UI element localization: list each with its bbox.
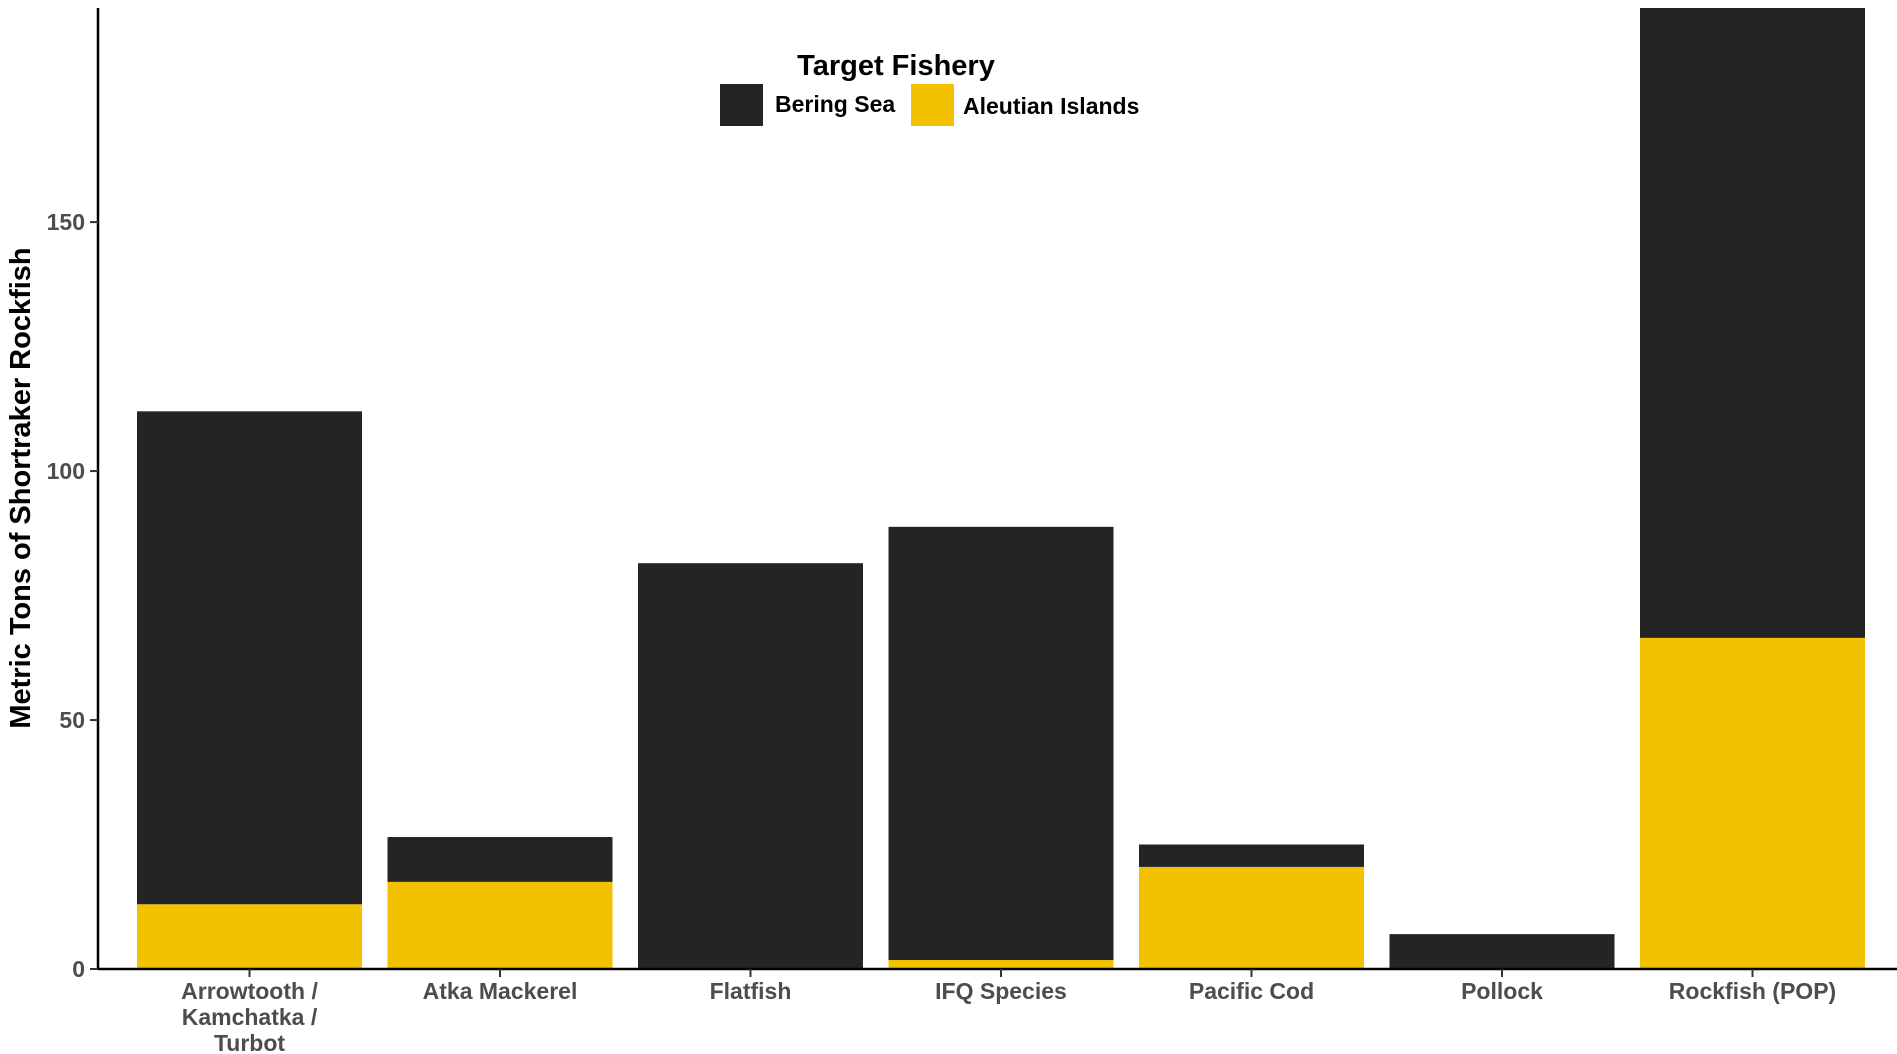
bars-layer bbox=[137, 8, 1865, 969]
bar-rockfish-pop-aleutian-islands bbox=[1640, 637, 1865, 969]
bar-pacific-cod-bering-sea bbox=[1139, 844, 1364, 867]
y-tick-label-50: 50 bbox=[59, 707, 85, 733]
bar-ifq-species-aleutian-islands bbox=[888, 960, 1114, 969]
x-tick-label-ifq-species: IFQ Species bbox=[935, 978, 1067, 1004]
x-tick-label-pacific-cod: Pacific Cod bbox=[1189, 978, 1314, 1004]
legend-key-bering-sea bbox=[720, 84, 763, 126]
legend-key-aleutian-islands bbox=[911, 84, 954, 126]
bar-flatfish-bering-sea bbox=[638, 563, 863, 969]
bar-ifq-species-bering-sea bbox=[888, 526, 1114, 961]
legend-label-bering-sea: Bering Sea bbox=[775, 91, 895, 117]
bar-arrowtooth-kamchatka-turbot-aleutian-islands bbox=[137, 904, 362, 969]
legend-label-aleutian-islands: Aleutian Islands bbox=[963, 93, 1139, 119]
bar-rockfish-pop-bering-sea bbox=[1640, 8, 1865, 638]
y-tick-label-150: 150 bbox=[47, 209, 85, 235]
x-tick-label-pollock: Pollock bbox=[1461, 978, 1543, 1004]
bar-arrowtooth-kamchatka-turbot-bering-sea bbox=[137, 411, 362, 905]
x-tick-label-atka-mackerel: Atka Mackerel bbox=[423, 978, 578, 1004]
y-tick-label-100: 100 bbox=[47, 458, 85, 484]
y-tick-label-0: 0 bbox=[72, 956, 85, 982]
x-tick-label-rockfish-pop: Rockfish (POP) bbox=[1669, 978, 1836, 1004]
x-axis: Arrowtooth / Kamchatka / Turbot Atka Macker… bbox=[98, 967, 1897, 1054]
legend-title: Target Fishery bbox=[797, 50, 995, 82]
y-axis: 0 50 100 150 bbox=[47, 8, 100, 982]
bar-pollock-bering-sea bbox=[1389, 934, 1615, 969]
bar-atka-mackerel-bering-sea bbox=[387, 837, 613, 882]
y-axis-title: Metric Tons of Shortraker Rockfish bbox=[5, 247, 37, 728]
legend: Target Fishery Bering Sea Aleutian Island… bbox=[720, 50, 1139, 126]
bar-pacific-cod-aleutian-islands bbox=[1139, 866, 1364, 969]
x-tick-label-arrowtooth-kamchatka-turbot: Arrowtooth / Kamchatka / Turbot bbox=[181, 978, 318, 1054]
bar-atka-mackerel-aleutian-islands bbox=[387, 881, 613, 969]
x-tick-label-flatfish: Flatfish bbox=[710, 978, 792, 1004]
